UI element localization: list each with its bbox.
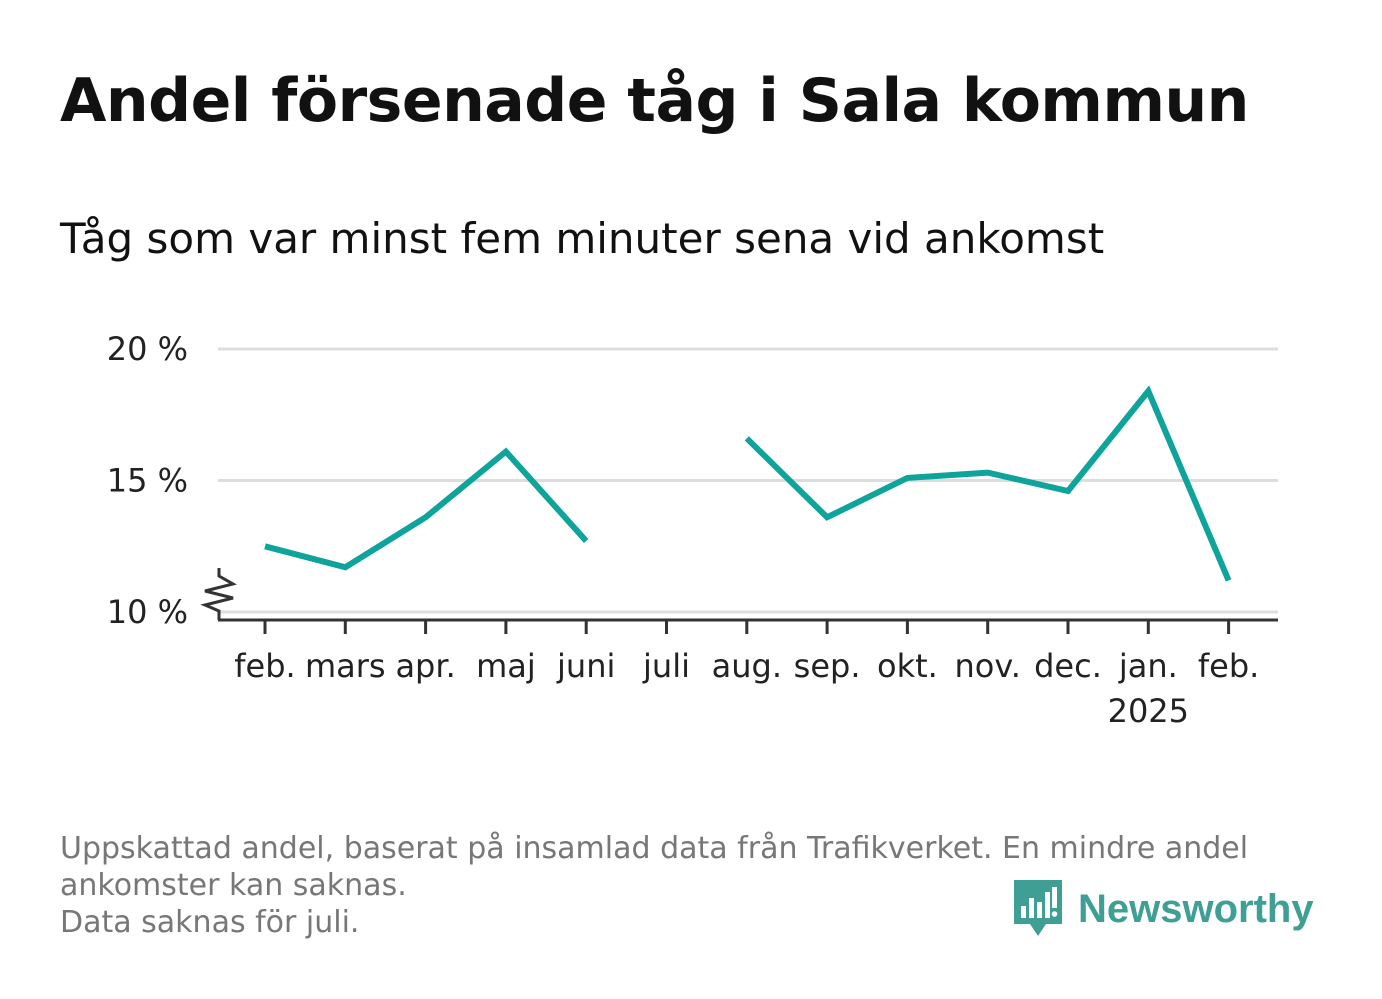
series-line	[264, 447, 589, 571]
y-tick-label: 10 %	[107, 593, 188, 631]
x-tick-label: okt.	[877, 647, 938, 685]
series-lines	[264, 385, 1232, 582]
x-tick-label: juli	[642, 647, 690, 685]
footnote-line: Uppskattad andel, baserat på insamlad da…	[60, 831, 1249, 866]
footnote-line: Data saknas för juli.	[60, 905, 360, 940]
x-tick-label: jan.	[1118, 647, 1178, 685]
x-tick-sublabel: 2025	[1108, 692, 1189, 730]
x-tick-label: dec.	[1034, 647, 1102, 685]
bar-chart-speech-bubble-icon	[1014, 880, 1062, 936]
x-axis-tick-labels: feb. mars apr. maj juni juli aug. sep. okt. nov. d…	[234, 647, 1259, 730]
x-tick-label: nov.	[954, 647, 1020, 685]
x-tick-label: feb.	[234, 647, 295, 685]
x-tick-label: mars	[305, 647, 386, 685]
y-axis-tick-labels: 10 % 15 % 20 %	[107, 330, 188, 631]
x-tick-label: feb.	[1198, 647, 1259, 685]
x-tick-label: sep.	[794, 647, 861, 685]
x-tick-label: maj	[476, 647, 536, 685]
y-tick-label: 15 %	[107, 462, 188, 500]
x-tick-label: juni	[556, 647, 615, 685]
brand-logo: Newsworthy	[1012, 878, 1314, 940]
x-tick-label: aug.	[712, 647, 782, 685]
y-axis-break	[200, 568, 237, 620]
footnote: Uppskattad andel, baserat på insamlad da…	[60, 830, 1320, 941]
x-tick-label: apr.	[395, 647, 455, 685]
footnote-line: ankomster kan saknas.	[60, 868, 407, 903]
x-axis	[200, 568, 1278, 634]
chart-subtitle: Tåg som var minst fem minuter sena vid a…	[60, 214, 1105, 263]
y-tick-label: 20 %	[107, 330, 188, 368]
chart-title: Andel försenade tåg i Sala kommun	[60, 66, 1249, 136]
brand-name: Newsworthy	[1078, 886, 1314, 931]
series-line	[744, 385, 1232, 582]
gridlines	[218, 347, 1278, 614]
